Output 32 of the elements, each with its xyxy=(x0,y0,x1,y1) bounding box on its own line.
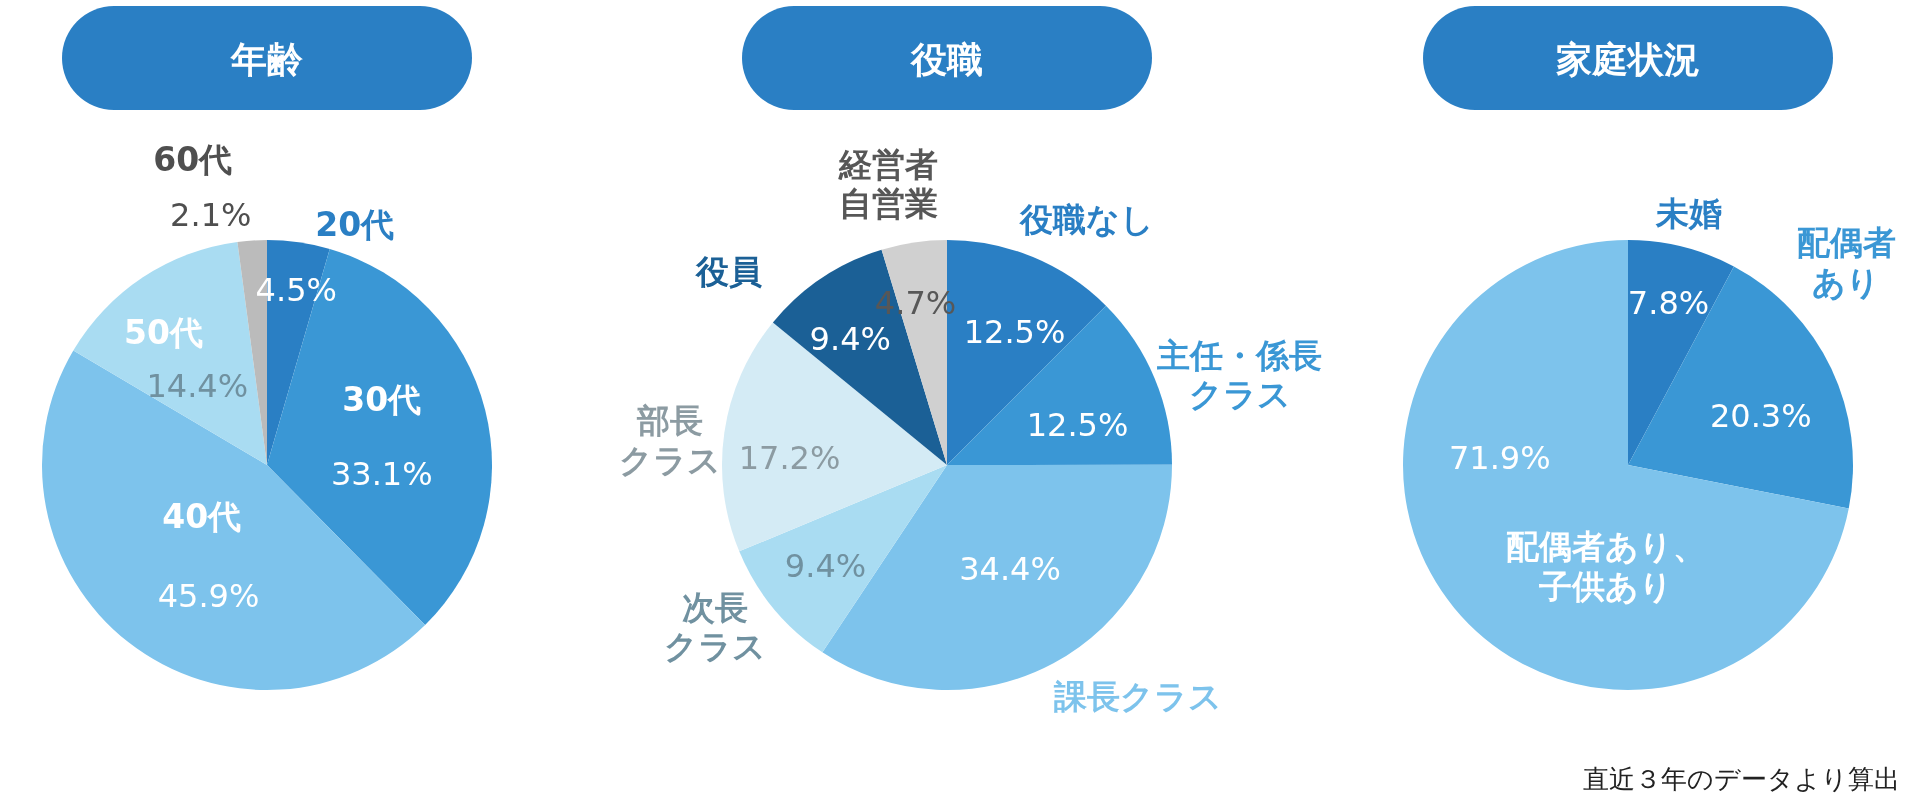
slice-label: 50代 xyxy=(124,312,203,352)
data-label: 12.5% xyxy=(1026,405,1129,444)
data-label: 45.9% xyxy=(157,576,260,615)
slice-label: 40代 xyxy=(162,497,242,537)
data-label: 7.8% xyxy=(1627,284,1710,323)
slice-label: 経営者自営業 xyxy=(839,144,938,224)
slice-label: 役員 xyxy=(695,252,762,292)
slice-label: 未婚 xyxy=(1655,193,1722,233)
chart-title: 年齢 xyxy=(230,39,303,80)
slice-label: 役職なし xyxy=(1019,200,1154,240)
slice-label: 60代 xyxy=(153,139,233,179)
data-label: 33.1% xyxy=(330,455,433,494)
data-label: 2.1% xyxy=(170,196,252,235)
chart-title: 役職 xyxy=(910,39,983,80)
slice-label: 部長クラス xyxy=(619,401,722,480)
slice-label: 30代 xyxy=(342,380,422,420)
slice-label: 次長クラス xyxy=(664,587,767,667)
slice-label: 主任・係長クラス xyxy=(1157,335,1322,415)
data-label: 71.9% xyxy=(1448,439,1551,478)
chart-title: 家庭状況 xyxy=(1556,39,1700,80)
slice-label: 配偶者あり、子供あり xyxy=(1505,527,1706,606)
slice-label: 20代 xyxy=(315,204,395,244)
data-label: 20.3% xyxy=(1709,396,1812,435)
slice-label: 課長クラス xyxy=(1054,677,1223,717)
data-label: 34.4% xyxy=(959,549,1061,588)
data-label: 12.5% xyxy=(963,313,1066,352)
data-label: 14.4% xyxy=(146,367,249,406)
slice-label: 配偶者あり xyxy=(1796,223,1896,302)
text: 直近３年のデータより算出 xyxy=(1583,764,1900,794)
data-label: 9.4% xyxy=(784,547,867,586)
data-label: 17.2% xyxy=(738,439,841,478)
data-label: 9.4% xyxy=(809,320,891,359)
